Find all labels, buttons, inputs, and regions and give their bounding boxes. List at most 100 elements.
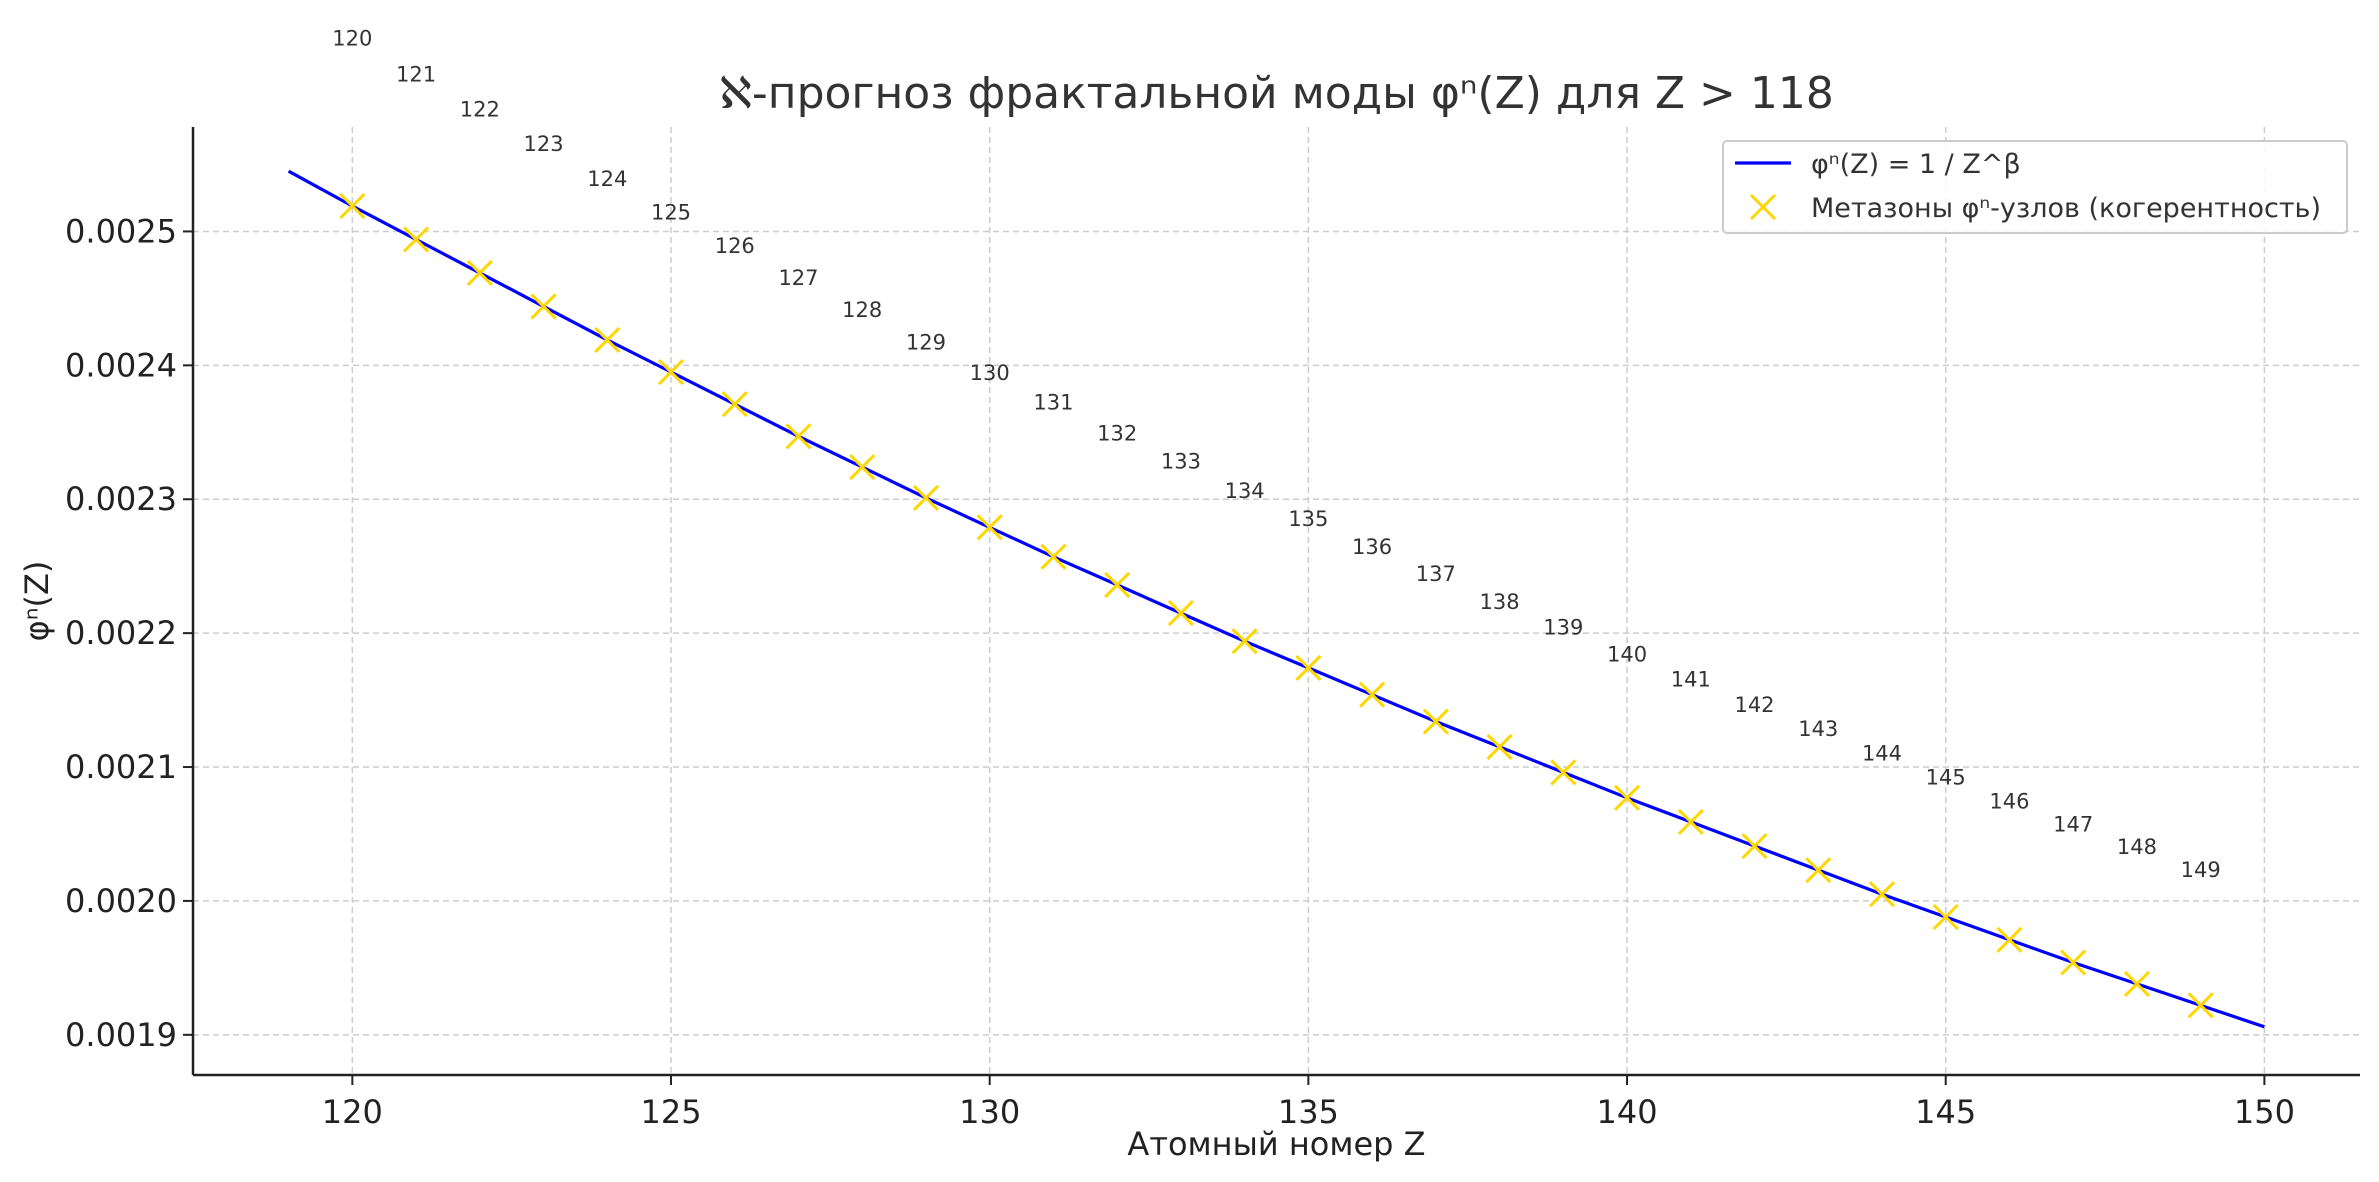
annotation-label: 146 [1989,790,2029,814]
annotation-label: 129 [906,330,946,354]
annotations: 120 121 122 123 124 125 126 127 128 129 130 131 132 1… [332,26,2220,882]
scatter-point-stroke [1996,926,2023,953]
x-tick-label: 145 [1915,1093,1976,1131]
scatter-point [2123,970,2150,998]
plot-area [287,169,2265,1029]
annotation-label: 126 [715,234,755,258]
grid [193,127,2360,1075]
scatter-point-stroke [1422,708,1449,735]
annotation-label: 127 [778,266,818,290]
y-axis: 0.0019 0.0020 0.0021 0.0022 0.0023 0.0024 0.00… [65,212,193,1054]
annotation-label: 122 [460,97,500,121]
annotation-label: 134 [1225,479,1265,503]
scatter-point [1104,571,1131,598]
annotation-label: 148 [2117,835,2157,859]
scatter-point [1613,784,1641,811]
scatter-point [466,259,493,287]
scatter-point [1486,733,1513,761]
annotation-label: 121 [396,62,436,86]
scatter-point-stroke [657,358,685,386]
scatter-point [1295,654,1322,682]
scatter-point [2060,949,2087,976]
annotation-label: 128 [842,298,882,322]
legend-marker-stroke [1749,193,1777,221]
scatter-point [1422,708,1449,735]
annotation-label: 142 [1734,693,1774,717]
y-tick-label: 0.0021 [65,748,177,786]
annotation-label: 147 [2053,812,2093,836]
axes-spines [191,127,2360,1077]
scatter-point-stroke [1805,857,1832,884]
legend-label-line: φⁿ(Z) = 1 / Z^β [1811,149,2021,180]
scatter-point-stroke [530,293,557,320]
annotation-label: 120 [332,26,372,50]
scatter-point [1550,759,1577,786]
y-tick-label: 0.0020 [65,882,177,920]
annotation-label: 132 [1097,421,1137,445]
x-tick-label: 140 [1597,1093,1658,1131]
scatter-point-stroke [721,391,748,418]
annotation-label: 135 [1288,507,1328,531]
x-tick-label: 125 [640,1093,701,1131]
scatter-point [1932,903,1959,931]
scatter-point-stroke [849,454,876,481]
legend: φⁿ(Z) = 1 / Z^β Метазоны φⁿ-узлов (когер… [1722,140,2348,234]
y-tick-label: 0.0019 [65,1016,177,1054]
scatter-point-stroke [1295,654,1322,682]
scatter-point [1167,599,1194,627]
scatter-point-stroke [1932,903,1959,931]
series-line [287,169,2265,1029]
scatter-point [403,226,430,253]
annotation-label: 137 [1416,562,1456,586]
scatter-point-stroke [1550,759,1577,786]
x-axis: 120 125 130 135 140 145 150 [322,1075,2295,1131]
x-tick-label: 150 [2234,1093,2295,1131]
scatter-point [1741,832,1768,860]
legend-marker-swatch [1749,193,1777,221]
scatter-point [785,423,812,450]
x-tick-label: 130 [959,1093,1020,1131]
legend-box [1722,140,2348,234]
scatter-point [1805,857,1832,884]
scatter-point-stroke [403,226,430,253]
scatter-point-stroke [1231,628,1258,655]
scatter-point [721,391,748,418]
scatter-point-stroke [2060,949,2087,976]
y-tick-label: 0.0025 [65,212,177,250]
annotation-label: 145 [1926,765,1966,789]
scatter-point-stroke [912,484,940,511]
annotation-label: 130 [970,361,1010,385]
scatter-point-stroke [1677,808,1704,835]
annotation-label: 140 [1607,642,1647,666]
scatter-point [1868,881,1896,908]
annotation-label: 131 [1033,391,1073,415]
scatter-point-stroke [1040,543,1067,570]
scatter-point [976,514,1003,541]
scatter-point [1359,681,1386,708]
y-axis-label: φⁿ(Z) [18,561,56,642]
scatter-point [339,192,366,220]
scatter-point [1677,808,1704,835]
annotation-label: 125 [651,200,691,224]
scatter-point [530,293,557,320]
scatter-point [849,454,876,481]
y-tick-label: 0.0024 [65,346,177,384]
scatter-point-stroke [1868,881,1896,908]
scatter-point-stroke [785,423,812,450]
x-tick-label: 135 [1278,1093,1339,1131]
annotation-label: 124 [587,167,627,191]
annotation-label: 149 [2181,858,2221,882]
x-tick-label: 120 [322,1093,383,1131]
scatter-point-stroke [2123,970,2150,998]
annotation-label: 138 [1480,590,1520,614]
scatter-point-stroke [1167,599,1194,627]
scatter-point [2187,992,2214,1019]
annotation-label: 143 [1798,717,1838,741]
legend-label-markers: Метазоны φⁿ-узлов (когерентность) [1811,193,2321,224]
scatter-point-stroke [2187,992,2214,1019]
y-tick-label: 0.0023 [65,480,177,518]
scatter-point-stroke [1613,784,1641,811]
scatter-point-stroke [594,326,621,353]
y-tick-label: 0.0022 [65,614,177,652]
